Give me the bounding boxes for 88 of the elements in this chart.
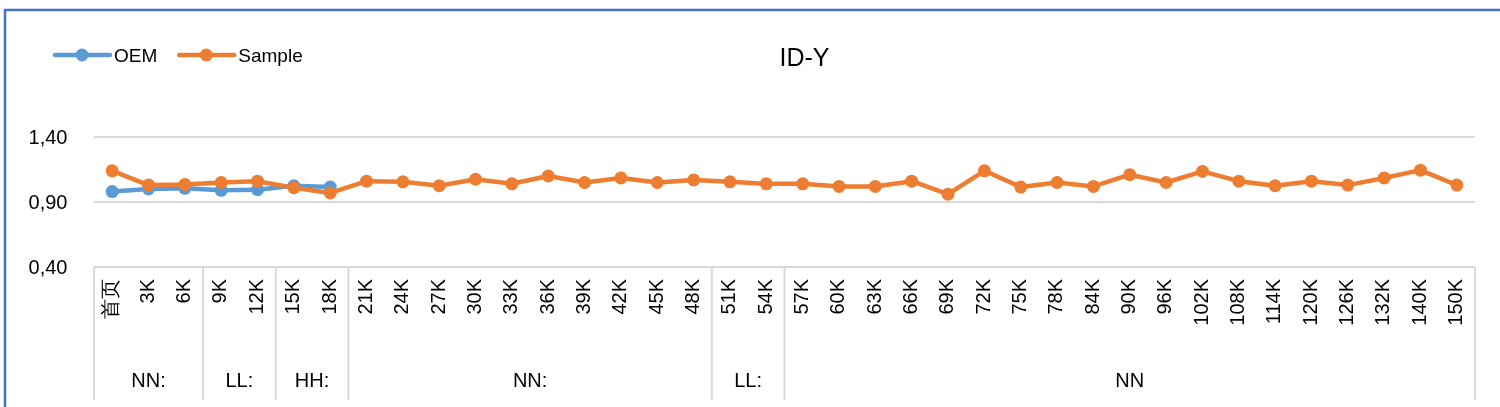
point (868, 179, 882, 193)
x-tick-label: 54K (753, 278, 776, 315)
point (614, 171, 628, 185)
x-tick-label: 36K (535, 278, 558, 315)
point (1123, 168, 1137, 182)
x-tick-label: 48K (680, 278, 703, 315)
point (1014, 180, 1028, 194)
point (1413, 163, 1427, 177)
text: NN: (512, 369, 548, 391)
point (832, 179, 846, 193)
x-tick-label: 78K (1044, 278, 1067, 315)
x-tick-label: 108K (1226, 278, 1249, 326)
text: HH: (294, 369, 330, 391)
point (796, 177, 810, 191)
point (1341, 178, 1355, 192)
point (469, 172, 483, 186)
point (1377, 171, 1391, 185)
x-tick-label: 75K (1008, 278, 1030, 315)
legend-label: OEM (114, 45, 158, 66)
point (977, 164, 991, 178)
x-tick-label: 3K (135, 278, 158, 304)
point (687, 173, 701, 187)
x-tick-label: 6K (172, 278, 195, 304)
x-tick-label: 69K (935, 278, 958, 315)
text: NN (1115, 369, 1145, 391)
x-tick-label: 18K (317, 278, 340, 315)
legend-label: Sample (238, 45, 303, 66)
x-tick-label: 12K (244, 278, 267, 315)
point (105, 164, 119, 178)
x-tick-label: 96K (1153, 278, 1176, 315)
point (541, 169, 555, 183)
x-tick-label: 126K (1335, 278, 1358, 326)
y-tick-label: 0,40 (28, 256, 68, 278)
point (105, 185, 119, 199)
point (1195, 164, 1209, 178)
point (214, 176, 228, 189)
point (396, 175, 410, 189)
point (759, 177, 773, 191)
point (1450, 178, 1464, 192)
point (1086, 179, 1100, 193)
x-tick-label: 120K (1298, 278, 1321, 326)
point (251, 174, 265, 188)
x-tick-label: 15K (281, 278, 304, 315)
point (1268, 179, 1282, 193)
text: NN: (131, 369, 166, 391)
point (578, 176, 592, 189)
x-tick-label: 102K (1189, 278, 1212, 326)
x-tick-label: 21K (353, 278, 376, 315)
x-tick-label: 72K (971, 278, 994, 315)
point (142, 178, 156, 192)
x-tick-label: 首页 (99, 279, 122, 319)
y-tick-label: 1,40 (28, 126, 68, 148)
x-tick-label: 150K (1444, 278, 1467, 326)
x-tick-label: 60K (826, 278, 849, 315)
point (1050, 176, 1064, 189)
x-tick-label: 66K (898, 278, 921, 315)
point (905, 174, 919, 188)
x-tick-label: 84K (1080, 278, 1103, 315)
x-tick-label: 27K (426, 278, 449, 315)
x-tick-label: 45K (644, 278, 667, 315)
text: LL: (225, 369, 254, 391)
point (1159, 176, 1173, 189)
point (178, 177, 192, 191)
x-tick-label: 9K (208, 278, 231, 304)
x-tick-label: 132K (1371, 278, 1394, 326)
x-tick-label: 33K (499, 278, 522, 315)
x-tick-label: 30K (462, 278, 485, 315)
x-tick-label: 63K (862, 278, 885, 315)
x-tick-label: 24K (390, 278, 413, 315)
x-tick-label: 140K (1407, 278, 1430, 326)
x-tick-label: 51K (717, 278, 740, 315)
point (650, 176, 664, 189)
point (723, 175, 737, 189)
y-tick-label: 0,90 (28, 191, 68, 213)
point (941, 187, 955, 201)
point (432, 179, 446, 193)
point (1304, 174, 1318, 188)
x-tick-label: 42K (608, 278, 631, 315)
point (360, 174, 374, 188)
point (505, 177, 519, 191)
point (323, 186, 337, 200)
text: LL: (734, 369, 763, 391)
chart-title: ID-Y (779, 43, 830, 71)
x-tick-label: 57K (789, 278, 812, 315)
x-tick-label: 39K (571, 278, 594, 315)
x-tick-label: 114K (1262, 278, 1285, 325)
point (1232, 174, 1246, 188)
x-tick-label: 90K (1117, 278, 1140, 315)
